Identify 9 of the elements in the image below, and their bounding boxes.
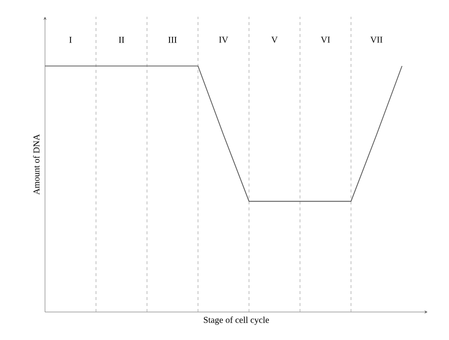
x-axis-title: Stage of cell cycle — [204, 316, 269, 325]
x-tick-label: III — [168, 36, 177, 43]
x-tick-label: II — [118, 36, 124, 43]
x-tick-label: IV — [219, 36, 228, 43]
y-axis-title: Amount of DNA — [33, 134, 40, 195]
x-tick-label: V — [271, 36, 278, 43]
x-tick-label: I — [69, 36, 72, 43]
x-tick-label: VII — [370, 36, 382, 43]
x-tick-label: VI — [320, 36, 330, 43]
